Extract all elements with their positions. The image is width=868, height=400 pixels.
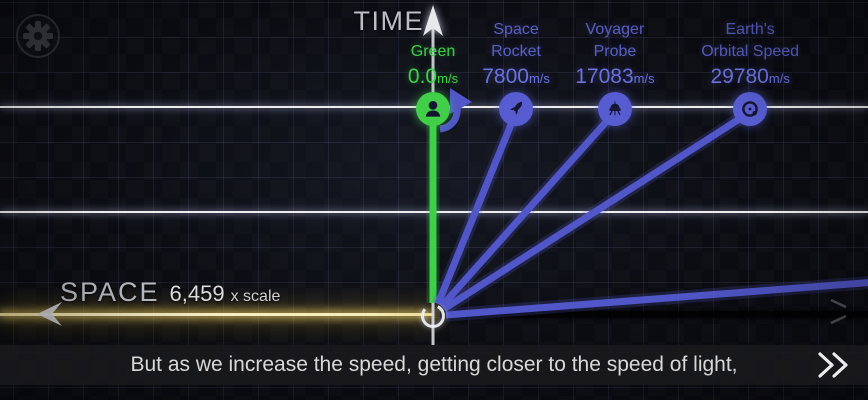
rocket-icon xyxy=(510,101,523,115)
speed-value: 0.0 xyxy=(407,65,438,88)
speed-unit: m/s xyxy=(768,71,790,86)
time-axis-label: TIME xyxy=(353,6,424,36)
double-chevron-right-icon xyxy=(818,352,848,378)
space-axis-line xyxy=(0,313,434,316)
settings-button[interactable] xyxy=(14,12,62,60)
subtitle-text: But as we increase the speed, getting cl… xyxy=(130,353,738,376)
object-name-line1: Space xyxy=(493,21,539,38)
speed-value: 29780 xyxy=(710,65,769,88)
speed-value: 7800 xyxy=(482,65,529,88)
time-gridline-lower xyxy=(0,211,868,213)
speed-unit: m/s xyxy=(633,71,655,86)
space-scale-suffix: x scale xyxy=(230,288,281,305)
object-speed: 17083m/s xyxy=(575,65,654,91)
next-button[interactable] xyxy=(812,351,856,379)
object-speed: 0.0m/s xyxy=(408,65,458,91)
object-speed: 7800m/s xyxy=(482,65,550,91)
object-name-line2: Rocket xyxy=(491,43,541,60)
marker-earth-orbital-speed[interactable] xyxy=(733,92,768,126)
object-label-voyager-probe: Voyager Probe 17083m/s xyxy=(575,19,654,91)
object-name-line2: Probe xyxy=(593,43,637,60)
object-label-space-rocket: Space Rocket 7800m/s xyxy=(482,19,550,91)
subtitle-bar: But as we increase the speed, getting cl… xyxy=(0,345,868,385)
object-name-line1: Voyager xyxy=(585,21,645,38)
space-axis-label: SPACE xyxy=(60,277,160,307)
object-label-green: Green 0.0m/s xyxy=(408,19,458,91)
marker-green[interactable] xyxy=(416,92,450,126)
space-axis-line-right xyxy=(440,311,868,318)
object-name-line2: Green xyxy=(410,43,456,60)
space-axis-label-group: SPACE 6,459 x scale xyxy=(60,277,280,308)
probe-icon xyxy=(609,101,621,116)
marker-voyager-probe[interactable] xyxy=(597,92,632,126)
speed-unit: m/s xyxy=(528,71,550,86)
marker-space-rocket[interactable] xyxy=(499,92,534,126)
object-speed: 29780m/s xyxy=(701,65,799,91)
object-name-line1: Earth's xyxy=(725,21,775,38)
space-scale-value: 6,459 xyxy=(169,281,225,306)
person-icon xyxy=(425,101,441,117)
object-name-line2: Orbital Speed xyxy=(701,43,800,60)
object-label-earth-orbital-speed: Earth's Orbital Speed 29780m/s xyxy=(701,19,799,91)
speed-unit: m/s xyxy=(437,71,459,86)
gear-icon xyxy=(16,14,60,58)
speed-value: 17083 xyxy=(575,65,634,88)
orbit-icon xyxy=(742,101,758,117)
